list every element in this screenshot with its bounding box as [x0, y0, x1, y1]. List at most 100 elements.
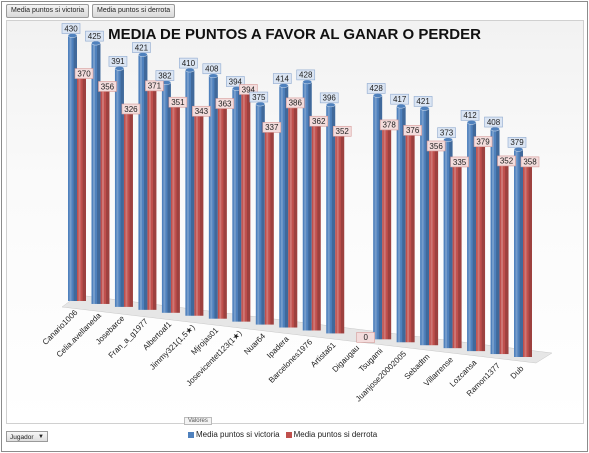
bar-derrota-19[interactable] [499, 157, 509, 355]
svg-text:421: 421 [135, 43, 149, 52]
data-label-victoria-14: 428 [366, 83, 386, 94]
bar-derrota-11[interactable] [311, 118, 321, 331]
data-label-victoria-8: 394 [226, 76, 245, 87]
category-label-20: Dub [509, 364, 526, 381]
bar-victoria-7[interactable] [208, 73, 219, 319]
legend-item-derrota: Media puntos si derrota [285, 430, 378, 439]
data-label-victoria-3: 391 [108, 56, 128, 67]
filter-button-derrota[interactable]: Media puntos si derrota [92, 4, 176, 18]
bar-derrota-16[interactable] [428, 142, 439, 346]
svg-text:417: 417 [393, 95, 407, 104]
legend-label-victoria: Media puntos si victoria [196, 430, 280, 439]
filter-button-victoria[interactable]: Media puntos si victoria [6, 4, 90, 18]
bar-derrota-18[interactable] [475, 138, 486, 352]
bar-victoria-12[interactable] [326, 102, 336, 334]
svg-text:337: 337 [265, 123, 279, 132]
data-label-derrota-17: 335 [450, 156, 469, 168]
svg-text:412: 412 [463, 111, 477, 120]
legend-title[interactable]: Valores [184, 417, 212, 425]
bar-derrota-7[interactable] [217, 100, 228, 319]
data-label-victoria-20: 379 [507, 137, 527, 148]
svg-text:425: 425 [88, 32, 102, 41]
category-label-6: Jimmy321(1,5★) [148, 323, 197, 372]
svg-text:373: 373 [440, 129, 454, 138]
svg-text:358: 358 [523, 158, 537, 167]
svg-text:379: 379 [476, 138, 490, 147]
svg-text:414: 414 [276, 74, 290, 83]
data-label-derrota-20: 358 [520, 156, 540, 168]
bar-victoria-6[interactable] [185, 67, 195, 316]
svg-text:378: 378 [382, 121, 396, 130]
data-label-victoria-4: 421 [132, 42, 151, 53]
bar-derrota-5[interactable] [170, 99, 181, 313]
bar-victoria-9[interactable] [255, 101, 265, 325]
bar-derrota-15[interactable] [405, 127, 415, 343]
bar-derrota-8[interactable] [241, 86, 251, 322]
bar-victoria-19[interactable] [490, 126, 500, 355]
bar-victoria-10[interactable] [279, 83, 289, 328]
data-label-derrota-4: 371 [145, 80, 164, 92]
svg-text:371: 371 [148, 82, 162, 91]
data-label-victoria-6: 410 [179, 57, 198, 69]
svg-text:379: 379 [510, 138, 524, 147]
bar-victoria-15[interactable] [396, 103, 406, 343]
bar-victoria-17[interactable] [443, 137, 453, 349]
data-label-derrota-8: 394 [239, 84, 258, 95]
data-label-victoria-1: 430 [61, 23, 81, 34]
bar-victoria-1[interactable] [67, 33, 78, 302]
data-label-derrota-10: 386 [285, 97, 305, 109]
bar-derrota-20[interactable] [522, 158, 533, 357]
data-label-derrota-11: 362 [309, 115, 329, 127]
bar-victoria-11[interactable] [302, 79, 312, 331]
svg-text:382: 382 [158, 71, 172, 80]
svg-text:370: 370 [77, 69, 91, 78]
data-label-derrota-9: 337 [262, 122, 282, 133]
svg-text:363: 363 [218, 99, 232, 108]
bar-derrota-3[interactable] [123, 105, 134, 307]
data-label-derrota-6: 343 [192, 105, 211, 117]
data-label-victoria-17: 373 [437, 127, 456, 139]
svg-text:356: 356 [429, 142, 443, 151]
bar-victoria-14[interactable] [372, 93, 383, 340]
bar-derrota-17[interactable] [452, 158, 462, 349]
svg-text:351: 351 [171, 98, 185, 107]
bar-victoria-20[interactable] [513, 147, 524, 357]
bar-victoria-3[interactable] [114, 66, 125, 307]
data-label-derrota-2: 356 [98, 81, 117, 92]
svg-text:391: 391 [111, 57, 125, 66]
bar-derrota-10[interactable] [288, 99, 298, 328]
category-label-10: Ipadera [265, 334, 291, 360]
player-filter-dropdown[interactable]: Jugador ▼ [6, 431, 48, 442]
bar-victoria-5[interactable] [161, 80, 172, 313]
svg-text:352: 352 [500, 157, 514, 166]
bar-victoria-8[interactable] [232, 86, 242, 322]
data-label-victoria-5: 382 [155, 70, 175, 81]
legend-swatch-victoria [188, 431, 194, 438]
data-label-derrota-14: 378 [379, 119, 399, 131]
bar-derrota-14[interactable] [381, 121, 392, 340]
svg-text:394: 394 [229, 77, 243, 86]
bar-derrota-12[interactable] [335, 128, 345, 334]
data-label-derrota-12: 352 [332, 125, 352, 137]
bar-derrota-1[interactable] [76, 70, 87, 301]
svg-text:0: 0 [363, 333, 368, 342]
bar-derrota-4[interactable] [147, 82, 157, 310]
data-label-victoria-9: 375 [249, 91, 269, 103]
svg-text:430: 430 [64, 24, 78, 33]
svg-text:396: 396 [323, 94, 337, 103]
svg-text:352: 352 [336, 127, 350, 136]
category-label-15: Juanjose20002005 [354, 349, 409, 404]
bar-victoria-2[interactable] [91, 40, 101, 304]
bar-derrota-9[interactable] [264, 124, 274, 325]
svg-text:428: 428 [299, 71, 313, 80]
bar-derrota-2[interactable] [100, 83, 110, 304]
data-label-derrota-13: 0 [356, 332, 375, 343]
data-label-derrota-1: 370 [74, 68, 94, 79]
bar-victoria-18[interactable] [466, 120, 477, 352]
legend-label-derrota: Media puntos si derrota [293, 430, 378, 439]
legend-item-victoria: Media puntos si victoria [188, 430, 280, 439]
data-label-victoria-19: 408 [484, 116, 503, 128]
data-label-victoria-2: 425 [85, 30, 104, 42]
bar-derrota-6[interactable] [194, 108, 204, 316]
